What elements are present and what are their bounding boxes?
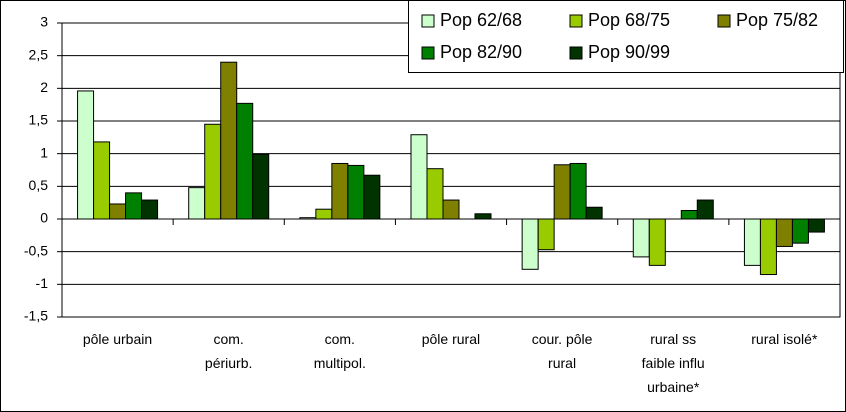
legend-label: Pop 82/90 [440,42,522,62]
legend-box [408,0,844,73]
legend-swatch [569,14,583,28]
y-tick-label: -1,5 [24,308,48,324]
legend-label: Pop 90/99 [588,42,670,62]
bar [569,162,587,220]
y-tick-label: 3 [40,14,48,30]
bar [125,192,143,220]
bar [220,61,238,220]
bar [93,141,111,220]
legend-swatch [421,46,435,60]
bar [648,218,666,266]
y-tick-label: 0 [40,210,48,226]
bar [743,218,761,266]
bar [759,218,777,276]
y-tick-label: -1 [36,275,49,291]
legend-swatch [421,14,435,28]
bar [347,164,365,220]
bar [299,217,317,220]
x-tick-label: com. périurb. [204,331,253,371]
y-tick-label: 1 [40,144,48,160]
bar [188,187,206,220]
bar [775,218,793,247]
y-tick-label: -0,5 [24,242,48,258]
bar [363,174,381,220]
legend-label: Pop 68/75 [588,10,670,30]
bar [442,199,460,220]
bar [474,213,492,220]
bar [204,123,222,220]
x-tick-label: pôle urbain [82,331,153,347]
y-tick-label: 0,5 [29,177,49,193]
bar [553,164,571,220]
x-tick-label: com. multipol. [313,331,366,371]
bar [141,199,159,220]
legend-label: Pop 75/82 [736,10,818,30]
bar [791,218,809,244]
bar [252,153,270,220]
bar [632,218,650,258]
bar [236,102,254,220]
bar [521,218,539,270]
bar [680,210,698,220]
x-tick-label: rural isolé* [751,331,818,347]
bar [410,134,428,220]
legend-swatch [717,14,731,28]
y-tick-label: 2,5 [29,46,49,62]
bar [77,90,95,220]
bar [585,206,603,220]
bar [537,218,555,251]
bar [109,203,127,220]
y-tick-label: 2 [40,79,48,95]
bar [807,218,825,233]
bar [426,168,444,220]
legend-swatch [569,46,583,60]
x-tick-label: cour. pôle rural [531,331,593,371]
y-tick-label: 1,5 [29,112,49,128]
legend-label: Pop 62/68 [440,10,522,30]
bar [331,162,349,220]
bar [315,208,333,220]
bar [696,199,714,220]
x-tick-label: pôle rural [421,331,481,347]
x-tick-label: rural ss faible influ urbaine* [641,331,705,395]
